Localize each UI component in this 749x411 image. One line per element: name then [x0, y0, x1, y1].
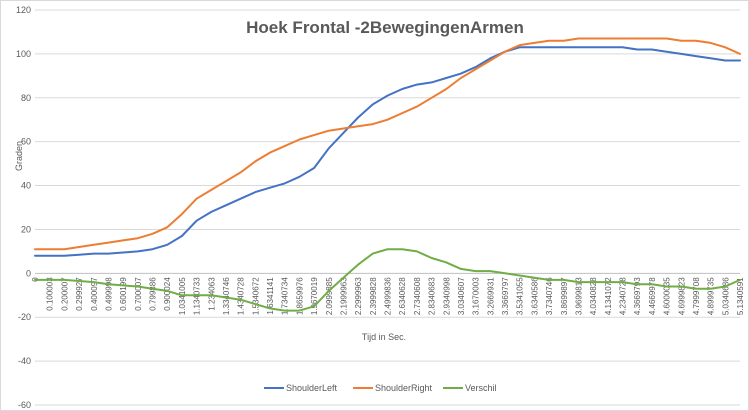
x-tick-label: 3.0340607	[457, 277, 466, 315]
series-line-verschil	[34, 248, 741, 312]
y-tick-label: 0	[26, 268, 31, 278]
x-tick-label: 3.3669797	[501, 277, 510, 315]
x-tick-label: 2.1999963	[339, 277, 348, 315]
x-tick-label: 4.8999735	[707, 277, 716, 315]
x-tick-label: 4.6999823	[677, 277, 686, 315]
series-line-shoulderright	[34, 37, 741, 251]
x-tick-label: 1.5340672	[251, 277, 260, 315]
x-tick-label: 2.9340998	[442, 277, 451, 315]
y-tick-label: 20	[21, 224, 31, 234]
x-tick-label: 1.4340728	[237, 277, 246, 315]
series-lines	[34, 37, 741, 312]
y-axis-label: Graden	[14, 141, 24, 171]
x-tick-label: 1.8659976	[295, 277, 304, 315]
chart-title: Hoek Frontal -2BewegingenArmen	[246, 18, 524, 37]
x-tick-label: 0.700007	[134, 277, 143, 311]
y-tick-label: -20	[18, 312, 31, 322]
x-tick-label: 0.200007	[60, 277, 69, 311]
x-tick-label: 4.1341072	[604, 277, 613, 315]
x-tick-label: 3.2669931	[486, 277, 495, 315]
x-tick-label: 0.299927	[75, 277, 84, 311]
x-tick-label: 1.6341141	[266, 277, 275, 315]
gridlines	[35, 9, 740, 406]
x-tick-label: 4.7999708	[692, 277, 701, 315]
y-tick-label: -40	[18, 356, 31, 366]
x-tick-label: 4.3669793	[633, 277, 642, 315]
legend-label-shoulderleft: ShoulderLeft	[286, 383, 338, 393]
x-tick-label: 3.5341055	[516, 277, 525, 315]
x-tick-label: 2.7340608	[413, 277, 422, 315]
x-tick-label: 3.9699813	[574, 277, 583, 315]
y-tick-label: 100	[16, 49, 31, 59]
y-tick-label: -60	[18, 400, 31, 410]
x-tick-label: 3.8699897	[560, 277, 569, 315]
x-tick-label: 4.6000035	[663, 277, 672, 315]
legend: ShoulderLeft ShoulderRight Verschil	[264, 383, 497, 393]
x-tick-label: 4.0340828	[589, 277, 598, 315]
legend-label-verschil: Verschil	[465, 383, 497, 393]
x-tick-label: 3.7340746	[545, 277, 554, 315]
x-tick-label: 2.4999836	[384, 277, 393, 315]
x-tick-label: 5.1340591	[736, 277, 745, 315]
series-line-shoulderleft	[34, 46, 741, 257]
x-tick-label: 5.0340686	[721, 277, 730, 315]
x-tick-label: 3.1670003	[472, 277, 481, 315]
x-tick-label: 4.2340728	[619, 277, 628, 315]
x-tick-label: 2.3999828	[369, 277, 378, 315]
y-tick-labels: -60 -40 -20 0 20 40 60 80 100 120	[16, 5, 31, 410]
x-tick-label: 0.400097	[90, 277, 99, 311]
x-tick-label: 0.799886	[149, 277, 158, 311]
x-tick-label: 1.9670019	[310, 277, 319, 315]
x-tick-label: 2.6340628	[398, 277, 407, 315]
x-tick-label: 0.600199	[119, 277, 128, 311]
x-tick-label: 4.4669978	[648, 277, 657, 315]
y-tick-label: 40	[21, 181, 31, 191]
x-tick-label: 1.234063	[207, 277, 216, 311]
x-tick-label: 3.6340586	[530, 277, 539, 315]
x-tick-label: 2.8340683	[428, 277, 437, 315]
x-tick-label: 2.2999963	[354, 277, 363, 315]
x-tick-label: 1.3340746	[222, 277, 231, 315]
y-tick-label: 60	[21, 137, 31, 147]
legend-label-shoulderright: ShoulderRight	[375, 383, 433, 393]
x-tick-label: 0.900024	[163, 277, 172, 311]
y-tick-label: 80	[21, 93, 31, 103]
x-tick-label: 0.100003	[46, 277, 55, 311]
y-tick-label: 120	[16, 5, 31, 15]
x-tick-labels: 0 0.100003 0.200007 0.299927 0.400097 0.49999…	[31, 277, 745, 315]
x-tick-label: 0.499998	[104, 277, 113, 311]
x-tick-label: 2.0999885	[325, 277, 334, 315]
x-axis-label: Tijd in Sec.	[362, 332, 406, 342]
x-tick-label: 1.7340734	[281, 277, 290, 315]
